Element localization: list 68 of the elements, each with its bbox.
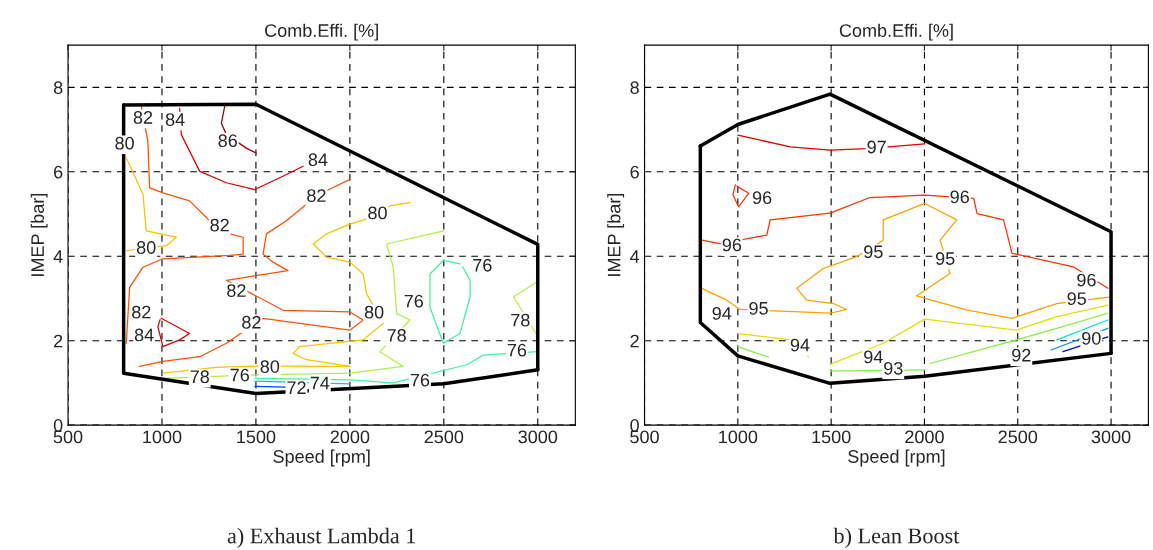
x-tick-label: 3000 bbox=[518, 430, 558, 444]
x-axis-title: Speed [rpm] bbox=[848, 449, 945, 467]
y-tick-label: 8 bbox=[53, 81, 63, 95]
x-tick-label: 1000 bbox=[143, 430, 182, 444]
annotation: 76 bbox=[410, 373, 430, 387]
annotation: 95 bbox=[1067, 292, 1087, 305]
x-tick-label: 2500 bbox=[998, 430, 1038, 444]
y-tick-label: 2 bbox=[54, 334, 63, 348]
annotation: 74 bbox=[310, 376, 330, 390]
annotation: 82 bbox=[133, 111, 153, 124]
y-tick-label: 8 bbox=[630, 81, 639, 95]
annotation: 94 bbox=[790, 338, 810, 352]
y-tick-label: 4 bbox=[630, 250, 640, 263]
annotation: 78 bbox=[511, 313, 530, 327]
annotation: 97 bbox=[867, 140, 886, 154]
annotation: 92 bbox=[1012, 348, 1031, 362]
chart-title: Comb.Effi. [%] bbox=[839, 23, 953, 41]
annotation: 76 bbox=[473, 258, 492, 272]
annotation: 78 bbox=[190, 370, 209, 384]
y-axis-title: IMEP [bar] bbox=[607, 193, 625, 276]
annotation: 82 bbox=[210, 218, 229, 232]
y-tick-label: 6 bbox=[54, 165, 63, 179]
text: a) Exhaust Lambda 1 bbox=[227, 527, 416, 548]
y-tick-label: 2 bbox=[630, 334, 639, 348]
x-axis-title: Speed [rpm] bbox=[273, 449, 370, 467]
annotation: 78 bbox=[387, 328, 406, 342]
annotation: 84 bbox=[165, 113, 185, 126]
chart-title: Comb.Effi. [%] bbox=[265, 23, 378, 41]
x-tick-label: 1000 bbox=[719, 430, 758, 444]
annotation: 72 bbox=[287, 381, 306, 394]
y-tick-label: 4 bbox=[53, 250, 63, 263]
annotation: 94 bbox=[712, 307, 732, 320]
annotation: 94 bbox=[864, 350, 883, 364]
annotation: 76 bbox=[230, 368, 250, 382]
annotation: 86 bbox=[218, 134, 237, 148]
x-tick-label: 3000 bbox=[1091, 430, 1131, 444]
annotation: 80 bbox=[364, 305, 384, 319]
annotation: 76 bbox=[507, 343, 527, 357]
annotation: 96 bbox=[950, 190, 969, 204]
annotation: 96 bbox=[1077, 273, 1096, 287]
annotation: 80 bbox=[136, 241, 156, 254]
annotation: 82 bbox=[132, 305, 151, 319]
x-tick-label: 500 bbox=[630, 430, 659, 444]
annotation: 82 bbox=[242, 315, 261, 329]
annotation: 96 bbox=[752, 191, 772, 205]
text: b) Lean Boost bbox=[833, 527, 960, 548]
x-tick-label: 2500 bbox=[424, 430, 464, 444]
annotation: 95 bbox=[749, 301, 768, 315]
y-tick-label: 6 bbox=[630, 165, 639, 179]
annotation: 95 bbox=[935, 252, 955, 265]
annotation: 90 bbox=[1082, 331, 1101, 345]
x-tick-label: 2000 bbox=[905, 430, 944, 444]
x-tick-label: 500 bbox=[53, 430, 83, 444]
annotation: 82 bbox=[227, 284, 246, 297]
annotation: 82 bbox=[307, 189, 326, 202]
annotation: 95 bbox=[864, 245, 883, 259]
annotation: 96 bbox=[722, 238, 742, 252]
annotation: 80 bbox=[115, 136, 134, 150]
y-axis-title: IMEP [bar] bbox=[30, 193, 48, 276]
x-tick-label: 1500 bbox=[237, 430, 276, 444]
annotation: 80 bbox=[260, 360, 280, 373]
annotation: 84 bbox=[134, 328, 154, 342]
x-tick-label: 2000 bbox=[330, 430, 370, 444]
annotation: 84 bbox=[308, 153, 328, 167]
annotation: 76 bbox=[404, 294, 424, 308]
annotation: 93 bbox=[884, 361, 903, 375]
annotation: 80 bbox=[368, 206, 387, 220]
x-tick-label: 1500 bbox=[812, 430, 851, 444]
